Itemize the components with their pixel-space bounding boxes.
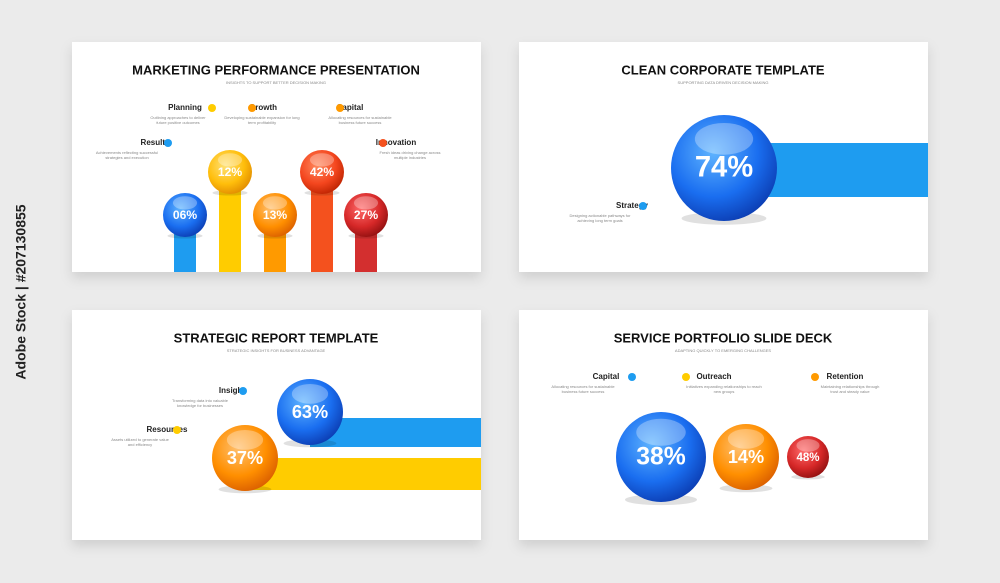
sphere — [616, 412, 706, 502]
sphere — [787, 436, 829, 478]
sphere-highlight — [694, 122, 754, 155]
item-text: strategies and execution — [105, 155, 148, 160]
item-badge — [248, 104, 256, 112]
sphere — [253, 193, 297, 237]
item-badge — [811, 373, 819, 381]
item-text: Assets utilized to generate value — [111, 437, 169, 442]
item-text: achieving long term goals — [577, 218, 622, 223]
side-label: Adobe Stock | #207130855 — [13, 204, 29, 379]
item-text: Achievements reflecting successful — [96, 150, 158, 155]
item-text: business future success — [339, 120, 382, 125]
item-label: Capital — [337, 103, 364, 112]
sphere-label: 06% — [173, 208, 197, 222]
item-text: knowledge for businesses — [177, 403, 223, 408]
sphere-highlight — [636, 418, 686, 446]
item-badge — [639, 202, 647, 210]
item-text: future positive outcomes — [156, 120, 199, 125]
item-badge — [239, 387, 247, 395]
sphere — [277, 379, 343, 445]
item-label: Outreach — [696, 372, 731, 381]
item-badge — [208, 104, 216, 112]
sphere-label: 74% — [695, 152, 753, 184]
slide-subtitle: STRATEGIC INSIGHTS FOR BUSINESS ADVANTAG… — [227, 348, 326, 353]
sphere-label: 42% — [310, 165, 334, 179]
bar — [219, 172, 241, 272]
sphere-highlight — [727, 428, 765, 449]
slide-title: STRATEGIC REPORT TEMPLATE — [174, 330, 379, 345]
item-text: term profitability — [248, 120, 276, 125]
bar — [245, 458, 481, 490]
slide-title: SERVICE PORTFOLIO SLIDE DECK — [614, 330, 833, 345]
item-text: Designing actionable pathways for — [570, 213, 632, 218]
item-badge — [336, 104, 344, 112]
item-text: new groups — [714, 389, 735, 394]
slide-title: MARKETING PERFORMANCE PRESENTATION — [132, 62, 420, 77]
item-label: Resources — [147, 425, 188, 434]
sphere-label: 63% — [292, 402, 328, 422]
item-badge — [628, 373, 636, 381]
item-label: Growth — [249, 103, 277, 112]
item-text: Outlining approaches to deliver — [150, 115, 206, 120]
slide — [519, 310, 928, 540]
sphere-highlight — [172, 196, 198, 210]
sphere — [208, 150, 252, 194]
sphere-highlight — [262, 196, 288, 210]
sphere-label: 38% — [636, 444, 686, 471]
sphere-label: 14% — [728, 447, 764, 467]
sphere-label: 12% — [218, 165, 242, 179]
item-text: Developing sustainable expansion for lon… — [224, 115, 299, 120]
sphere — [163, 193, 207, 237]
item-text: Initiatives expanding relationships to r… — [686, 384, 761, 389]
sphere-label: 27% — [354, 208, 378, 222]
sphere-highlight — [217, 153, 243, 167]
item-label: Retention — [827, 372, 864, 381]
item-badge — [164, 139, 172, 147]
item-badge — [173, 426, 181, 434]
item-badge — [682, 373, 690, 381]
sphere-label: 37% — [227, 448, 263, 468]
sphere-highlight — [291, 383, 329, 404]
sphere-highlight — [353, 196, 379, 210]
item-badge — [379, 139, 387, 147]
item-text: Allocating resources for sustainable — [328, 115, 392, 120]
sphere-highlight — [309, 153, 335, 167]
item-label: Innovation — [376, 138, 417, 147]
item-label: Results — [141, 138, 170, 147]
sphere — [671, 115, 777, 221]
item-text: Transforming data into valuable — [172, 398, 229, 403]
sphere-label: 13% — [263, 208, 287, 222]
item-text: Fresh ideas driving change across — [380, 150, 441, 155]
sphere-highlight — [226, 429, 264, 450]
sphere — [212, 425, 278, 491]
item-text: and efficiency — [128, 442, 152, 447]
slide-subtitle: ADAPTING QUICKLY TO EMERGING CHALLENGES — [675, 348, 772, 353]
sphere-label: 48% — [796, 452, 819, 464]
item-text: Allocating resources for sustainable — [551, 384, 615, 389]
slide-subtitle: INSIGHTS TO SUPPORT BETTER DECISION MAKI… — [226, 80, 326, 85]
item-label: Planning — [168, 103, 202, 112]
sphere — [344, 193, 388, 237]
sphere — [713, 424, 779, 490]
slide-subtitle: SUPPORTING DATA DRIVEN DECISION MAKING — [678, 80, 769, 85]
item-text: trust and steady value — [830, 389, 870, 394]
item-text: multiple industries — [394, 155, 426, 160]
item-label: Capital — [593, 372, 620, 381]
slide-title: CLEAN CORPORATE TEMPLATE — [621, 62, 825, 77]
item-label: Insight — [219, 386, 246, 395]
bar — [311, 172, 333, 272]
item-text: Maintaining relationships through — [821, 384, 880, 389]
item-label: Strategy — [616, 201, 649, 210]
item-text: business future success — [562, 389, 605, 394]
sphere — [300, 150, 344, 194]
sphere-highlight — [796, 439, 820, 452]
